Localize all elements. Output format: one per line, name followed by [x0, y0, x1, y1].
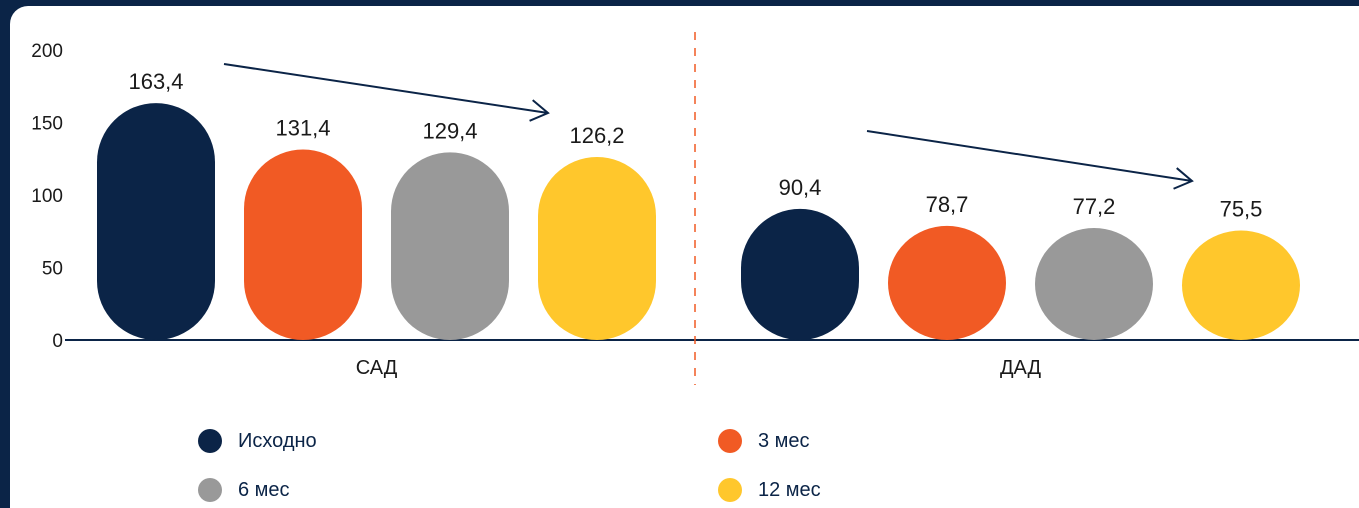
trend-arrow-head — [529, 99, 550, 122]
bar-sad-2 — [391, 152, 509, 340]
legend-label-12-months: 12 мес — [758, 478, 821, 501]
data-label: 78,7 — [926, 192, 969, 217]
bar-dad-3 — [1182, 230, 1300, 340]
data-label: 90,4 — [779, 175, 822, 200]
legend-label-baseline: Исходно — [238, 429, 317, 452]
legend-swatch-12-months — [718, 478, 742, 502]
legend-label-6-months: 6 мес — [238, 478, 290, 501]
data-label: 126,2 — [569, 123, 624, 148]
data-label: 77,2 — [1073, 194, 1116, 219]
legend-item-12-months: 12 мес — [718, 478, 821, 502]
chart-card: 0 50 100 150 200 163,4 131,4 129,4 126,2 САД 90,4 7… — [10, 6, 1359, 508]
bar-sad-0 — [97, 103, 215, 340]
y-tick-label: 0 — [52, 331, 63, 352]
trend-arrow-line — [223, 63, 549, 114]
data-label: 129,4 — [422, 118, 477, 143]
y-tick-label: 100 — [31, 186, 63, 207]
bar-sad-1 — [244, 149, 362, 340]
data-label: 131,4 — [275, 115, 330, 140]
legend-item-6-months: 6 мес — [198, 478, 290, 502]
trend-arrow-line — [866, 130, 1193, 182]
category-label: САД — [356, 357, 398, 379]
legend-swatch-baseline — [198, 429, 222, 453]
legend-item-baseline: Исходно — [198, 429, 317, 453]
legend-label-3-months: 3 мес — [758, 429, 810, 452]
y-tick-label: 150 — [31, 114, 63, 135]
bar-chart: 0 50 100 150 200 163,4 131,4 129,4 126,2 САД 90,4 7… — [31, 32, 1359, 385]
legend-item-3-months: 3 мес — [718, 429, 810, 453]
legend-swatch-3-months — [718, 429, 742, 453]
category-label: ДАД — [1000, 357, 1042, 379]
data-label: 163,4 — [128, 69, 183, 94]
trend-arrow-head — [1173, 167, 1194, 190]
bar-sad-3 — [538, 157, 656, 340]
data-label: 75,5 — [1220, 197, 1263, 222]
y-tick-label: 200 — [31, 41, 63, 62]
bar-dad-2 — [1035, 228, 1153, 340]
bar-dad-0 — [741, 208, 859, 340]
legend-swatch-6-months — [198, 478, 222, 502]
y-tick-label: 50 — [42, 259, 63, 280]
bar-dad-1 — [888, 225, 1006, 340]
